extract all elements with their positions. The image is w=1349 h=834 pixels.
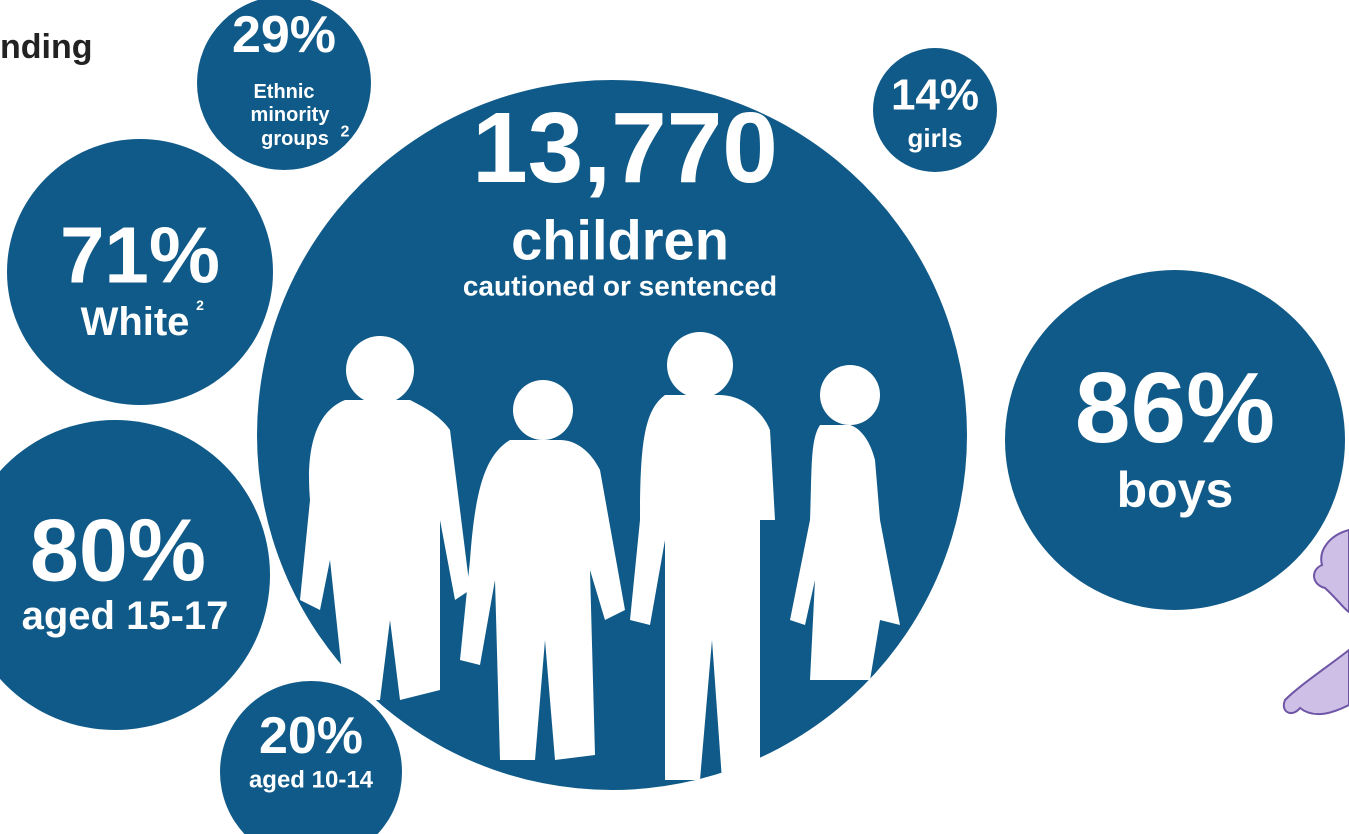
stat-circle	[873, 48, 997, 172]
stat-value: 29%	[232, 6, 336, 64]
stat-circle	[220, 681, 402, 834]
stat-value: 71%	[60, 211, 220, 300]
map-fragment	[1282, 648, 1349, 716]
stat-circle	[1005, 270, 1345, 610]
map-fragment	[1313, 528, 1349, 614]
main-label: cautioned or sentenced	[463, 271, 777, 302]
stat-label: minority	[251, 104, 331, 126]
stat-value: 20%	[259, 707, 363, 765]
footnote-mark: 2	[196, 297, 204, 313]
stat-circle	[7, 139, 273, 405]
stat-label: aged 10-14	[249, 767, 374, 794]
stat-label: boys	[1117, 462, 1234, 518]
stat-label: Ethnic	[253, 81, 314, 103]
stat-circle	[197, 0, 371, 170]
stat-value: 14%	[891, 71, 979, 120]
title: nding	[0, 28, 93, 66]
stat-value: 80%	[30, 501, 206, 600]
stat-value: 86%	[1075, 352, 1275, 464]
main-noun: children	[511, 209, 729, 272]
silhouettes	[300, 332, 900, 780]
stat-circle	[0, 420, 270, 730]
stat-label: White	[81, 300, 190, 344]
stat-label: girls	[908, 123, 963, 153]
main-value: 13,770	[472, 92, 778, 204]
stat-label: aged 15-17	[22, 594, 229, 638]
stat-label: groups	[261, 128, 329, 150]
footnote-mark: 2	[341, 124, 350, 141]
